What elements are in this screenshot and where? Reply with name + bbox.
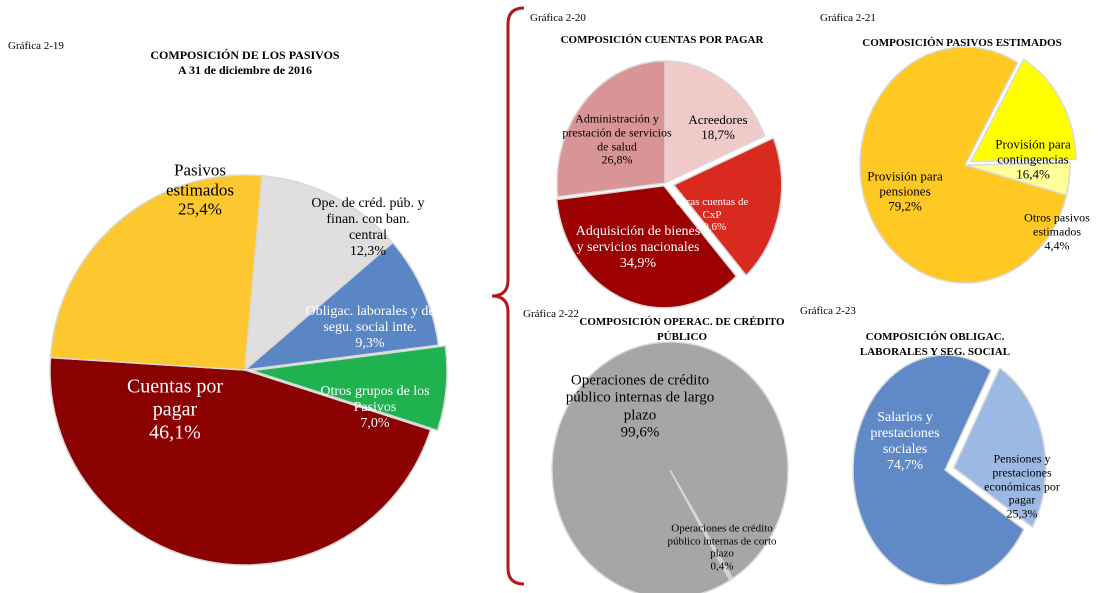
chart-title-block: COMPOSICIÓN OBLIGAC. LABORALES Y SEG. SO… xyxy=(835,330,1035,360)
slice-label: Operaciones de crédito público internas … xyxy=(565,373,715,442)
slice-label: Adquisición de bienes y servicios nacion… xyxy=(573,224,703,272)
pie-slice xyxy=(242,241,440,372)
value-label: 16,4% xyxy=(1016,166,1050,182)
value-label: 19,6% xyxy=(697,221,727,234)
category-label: Pasivos estimados xyxy=(166,160,234,200)
category-label: Cuentas por pagar xyxy=(126,375,224,421)
pie-slice xyxy=(251,344,448,432)
pie-slice xyxy=(672,136,783,277)
category-label: Otros pasivos estimados xyxy=(1024,210,1090,239)
chart-label: Gráfica 2-19 xyxy=(8,40,64,52)
slice-label: Otros grupos de los Pasivos 7,0% xyxy=(315,384,435,432)
slice-label: Obligac. laborales y de segu. social int… xyxy=(295,304,445,352)
category-label: Operaciones de crédito público internas … xyxy=(565,372,715,424)
slice-label: Provisión para pensiones 79,2% xyxy=(855,168,955,215)
slice-label: Acreedores 18,7% xyxy=(673,112,763,143)
chart-label: Gráfica 2-23 xyxy=(800,305,856,317)
pie-slice xyxy=(555,185,738,309)
value-label: 9,3% xyxy=(355,336,385,352)
category-label: Pensiones y prestaciones económicas por … xyxy=(984,451,1060,507)
value-label: 18,7% xyxy=(701,127,735,142)
pie-slice xyxy=(556,60,666,198)
value-label: 74,7% xyxy=(886,458,924,474)
value-label: 0,4% xyxy=(710,560,734,573)
brace xyxy=(491,6,525,586)
chart-title: COMPOSICIÓN OBLIGAC. LABORALES Y SEG. SO… xyxy=(859,331,1011,358)
pie-slice xyxy=(859,46,1068,284)
slice-label: Otras cuentas de CxP 19,6% xyxy=(672,196,752,234)
slice-label: Operaciones de crédito público internas … xyxy=(660,523,785,574)
pie-slice xyxy=(952,367,1047,529)
pie-slice xyxy=(49,356,432,566)
category-label: Provisión para contingencias xyxy=(995,136,1071,167)
chart-title: COMPOSICIÓN OPERAC. DE CRÉDITO PÚBLICO xyxy=(579,316,785,343)
chart-label: Gráfica 2-20 xyxy=(530,12,586,24)
slice-label: Pasivos estimados 25,4% xyxy=(145,161,255,220)
value-label: 4,4% xyxy=(1044,237,1070,252)
chart-subtitle: A 31 de diciembre de 2016 xyxy=(177,63,313,77)
category-label: Adquisición de bienes y servicios nacion… xyxy=(575,223,701,255)
value-label: 99,6% xyxy=(620,424,660,441)
chart-title-block: COMPOSICIÓN OPERAC. DE CRÉDITO PÚBLICO xyxy=(577,315,787,345)
chart-label: Gráfica 2-21 xyxy=(820,12,876,24)
category-label: Salarios y prestaciones sociales xyxy=(870,409,940,457)
slice-label: Pensiones y prestaciones económicas por … xyxy=(970,451,1075,522)
category-label: Otros grupos de los Pasivos xyxy=(320,383,430,415)
value-label: 7,0% xyxy=(360,416,390,432)
value-label: 46,1% xyxy=(149,421,201,444)
pie-slice xyxy=(852,354,1025,586)
slice-label: Salarios y prestaciones sociales 74,7% xyxy=(855,410,955,474)
chart-label: Gráfica 2-22 xyxy=(523,308,579,320)
value-label: 25,4% xyxy=(178,199,222,219)
slice-label: Administración y prestación de servicios… xyxy=(562,111,672,167)
category-label: Administración y prestación de servicios… xyxy=(562,111,672,153)
chart-title-block: COMPOSICIÓN DE LOS PASIVOS A 31 de diciem… xyxy=(115,48,375,78)
value-label: 79,2% xyxy=(888,198,922,214)
slice-label: Ope. de créd. púb. y finan. con ban. cen… xyxy=(308,196,428,260)
category-label: Provisión para pensiones xyxy=(867,168,943,199)
category-label: Acreedores xyxy=(688,112,748,128)
category-label: Otras cuentas de CxP xyxy=(675,196,749,221)
category-label: Ope. de créd. púb. y finan. con ban. cen… xyxy=(311,195,425,243)
value-label: 34,9% xyxy=(619,256,657,272)
value-label: 12,3% xyxy=(349,244,387,260)
pie-slice xyxy=(49,174,263,371)
value-label: 25,3% xyxy=(1006,506,1038,521)
chart-title: COMPOSICIÓN DE LOS PASIVOS xyxy=(150,48,340,62)
category-label: Operaciones de crédito público internas … xyxy=(667,522,777,560)
slice-label: Otros pasivos estimados 4,4% xyxy=(1012,211,1099,252)
slice-label: Provisión para contingencias 16,4% xyxy=(983,136,1083,183)
chart-title: COMPOSICIÓN CUENTAS POR PAGAR xyxy=(560,34,764,46)
pie-slice xyxy=(969,58,1077,163)
value-label: 26,8% xyxy=(601,152,633,167)
pie-slice xyxy=(244,174,394,372)
chart-title-block: COMPOSICIÓN PASIVOS ESTIMADOS xyxy=(832,36,1092,51)
chart-title: COMPOSICIÓN PASIVOS ESTIMADOS xyxy=(862,37,1062,49)
slice-label: Cuentas por pagar 46,1% xyxy=(105,376,245,445)
chart-title-block: COMPOSICIÓN CUENTAS POR PAGAR xyxy=(532,33,792,48)
pie-slice xyxy=(551,341,789,593)
pie-slice xyxy=(664,60,766,185)
category-label: Obligac. laborales y de segu. social int… xyxy=(305,303,435,335)
